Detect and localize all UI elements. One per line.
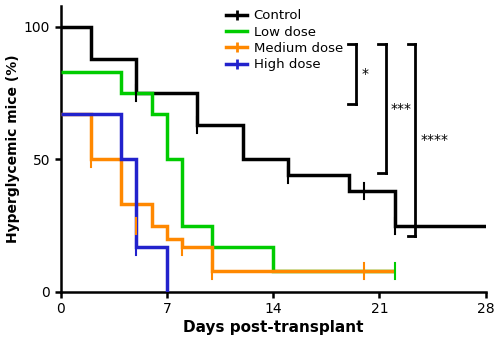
Text: ***: ***: [391, 102, 412, 116]
Legend: Control, Low dose, Medium dose, High dose: Control, Low dose, Medium dose, High dos…: [226, 9, 343, 71]
Text: ****: ****: [420, 133, 448, 147]
Text: *: *: [361, 67, 368, 81]
Y-axis label: Hyperglycemic mice (%): Hyperglycemic mice (%): [6, 55, 20, 243]
X-axis label: Days post-transplant: Days post-transplant: [183, 321, 364, 336]
